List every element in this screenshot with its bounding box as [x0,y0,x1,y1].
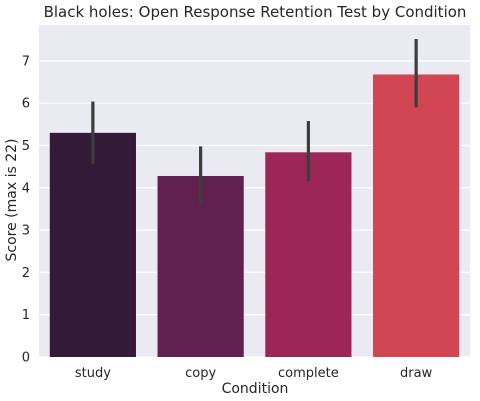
bar-study [49,132,136,357]
chart-title: Black holes: Open Response Retention Tes… [44,3,467,21]
error-bars [91,38,418,205]
x-axis-label: Condition [222,381,289,397]
bars [49,74,460,358]
y-tick-label: 3 [22,224,30,239]
x-tick-label: study [75,366,111,381]
y-tick-label: 1 [22,308,30,323]
bar-draw [373,74,460,358]
x-tick-label: copy [185,366,216,381]
y-tick-label: 2 [22,266,30,281]
y-tick-label: 7 [22,54,30,69]
bar-copy [157,175,244,357]
bar-complete [265,152,352,357]
x-tick-label: complete [278,366,339,381]
y-tick-label: 6 [22,97,30,112]
x-tick-label: draw [400,366,433,381]
x-tick-labels: study copy complete draw [75,366,433,381]
y-tick-label: 0 [22,351,30,366]
y-tick-label: 4 [22,181,30,196]
y-axis-label: Score (max is 22) [4,139,20,262]
y-tick-label: 5 [22,139,30,154]
y-tick-labels: 0 1 2 3 4 5 6 7 [22,54,30,365]
